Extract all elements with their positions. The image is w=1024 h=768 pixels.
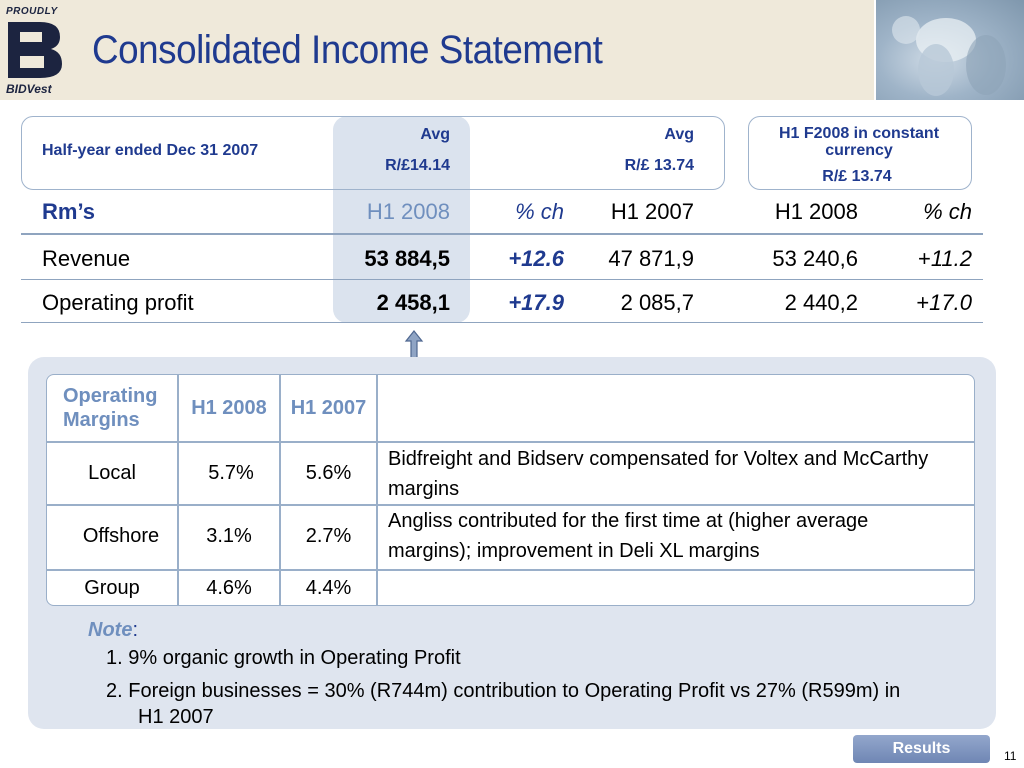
constant-currency-label: H1 F2008 in constant currency (750, 125, 968, 159)
avg-2008-rate: R/£14.14 (385, 157, 450, 174)
margins-local-comment: Bidfreight and Bidserv compensated for V… (388, 448, 929, 500)
margins-col-divider (376, 375, 378, 605)
revenue-h1-2008: 53 884,5 (364, 246, 450, 271)
avg-2008-label: Avg (420, 126, 450, 143)
note-item-1: 1. 9% organic growth in Operating Profit (106, 647, 461, 669)
avg-2007-label: Avg (664, 126, 694, 143)
period-label: Half-year ended Dec 31 2007 (42, 142, 259, 159)
highlight-column (333, 116, 470, 323)
col-header-h1-2008: H1 2008 (366, 199, 450, 224)
col-header-rms: Rm’s (42, 199, 95, 224)
margins-group-h1-2007: 4.4% (305, 577, 352, 599)
revenue-pct-ch: +12.6 (480, 246, 564, 272)
margins-header-h1-2007: H1 2007 (290, 397, 367, 419)
margins-col-divider (279, 375, 281, 605)
op-profit-h1-2008: 2 458,1 (376, 290, 450, 315)
logo-proudly-text: PROUDLY (6, 6, 58, 17)
constant-label-line2: currency (825, 142, 893, 159)
page-number: 11 (1004, 749, 1017, 763)
row-divider (21, 279, 983, 280)
col-header-h1-2007: H1 2007 (610, 199, 694, 224)
margins-group-h1-2008: 4.6% (206, 577, 252, 599)
revenue-const-h1-2008: 53 240,6 (772, 246, 858, 271)
margins-row-divider (47, 504, 974, 506)
header-divider (21, 233, 983, 235)
revenue-h1-2007: 47 871,9 (608, 246, 694, 271)
margins-header-label: Operating Margins (63, 384, 157, 432)
note-heading: Note: (88, 619, 138, 642)
note-item-2: 2. Foreign businesses = 30% (R744m) cont… (106, 680, 901, 702)
op-profit-pct-value: 17.9 (521, 290, 564, 315)
margins-offshore-comment: Angliss contributed for the first time a… (388, 510, 869, 562)
op-profit-pct-ch: +17.9 (480, 290, 564, 316)
margins-row-divider (47, 441, 974, 443)
margins-offshore-h1-2007: 2.7% (305, 525, 352, 547)
row-label-revenue: Revenue (42, 246, 131, 271)
logo-b-icon (8, 22, 62, 78)
margins-local-h1-2008: 5.7% (208, 462, 254, 484)
op-profit-const-pct-value: 17.0 (929, 290, 972, 315)
avg-2007-rate: R/£ 13.74 (624, 157, 694, 174)
margins-header-line1: Operating (63, 385, 158, 407)
margins-offshore-h1-2008: 3.1% (206, 525, 252, 547)
bidvest-logo: PROUDLY BIDVest (6, 6, 66, 96)
exchange-rate-box (21, 116, 725, 190)
constant-currency-box (748, 116, 972, 190)
margins-row-label-group: Group (84, 577, 140, 599)
results-button[interactable]: Results (853, 735, 990, 763)
margins-table: Operating Margins H1 2008 H1 2007 Local … (46, 374, 975, 606)
op-profit-pct-sign: + (508, 290, 522, 315)
row-label-operating-profit: Operating profit (42, 290, 194, 315)
constant-rate: R/£ 13.74 (822, 168, 892, 185)
constant-label-line1: H1 F2008 in constant (778, 125, 940, 142)
header-band (0, 0, 874, 100)
note-item-2-continued: H1 2007 (138, 706, 214, 728)
page-title: Consolidated Income Statement (92, 28, 603, 72)
revenue-const-pct: +11.2 (890, 246, 972, 272)
header-photo (876, 0, 1024, 100)
op-profit-const-pct-sign: + (916, 290, 930, 315)
note-label: Note (88, 619, 133, 641)
table-bottom-divider (21, 322, 983, 323)
logo-bidvest-text: BIDVest (6, 82, 52, 96)
margins-row-label-local: Local (88, 462, 136, 484)
margins-header-h1-2008: H1 2008 (191, 397, 267, 419)
margins-col-divider (177, 375, 179, 605)
margins-row-divider (47, 569, 974, 571)
revenue-const-pct-sign: + (917, 246, 931, 271)
margins-header-line2: Margins (63, 409, 140, 431)
revenue-pct-sign: + (508, 246, 522, 271)
op-profit-const-pct: +17.0 (890, 290, 972, 316)
col-header-pct-ch: % ch (515, 199, 564, 224)
margins-local-h1-2007: 5.6% (305, 462, 352, 484)
col-header-const-pct-ch: % ch (923, 199, 972, 224)
revenue-const-pct-value: 11.2 (930, 246, 972, 271)
margins-row-label-offshore: Offshore (82, 525, 160, 547)
revenue-pct-value: 12.6 (521, 246, 564, 271)
op-profit-const-h1-2008: 2 440,2 (784, 290, 858, 315)
note-colon: : (132, 619, 139, 641)
col-header-const-h1-2008: H1 2008 (774, 199, 858, 224)
op-profit-h1-2007: 2 085,7 (620, 290, 694, 315)
